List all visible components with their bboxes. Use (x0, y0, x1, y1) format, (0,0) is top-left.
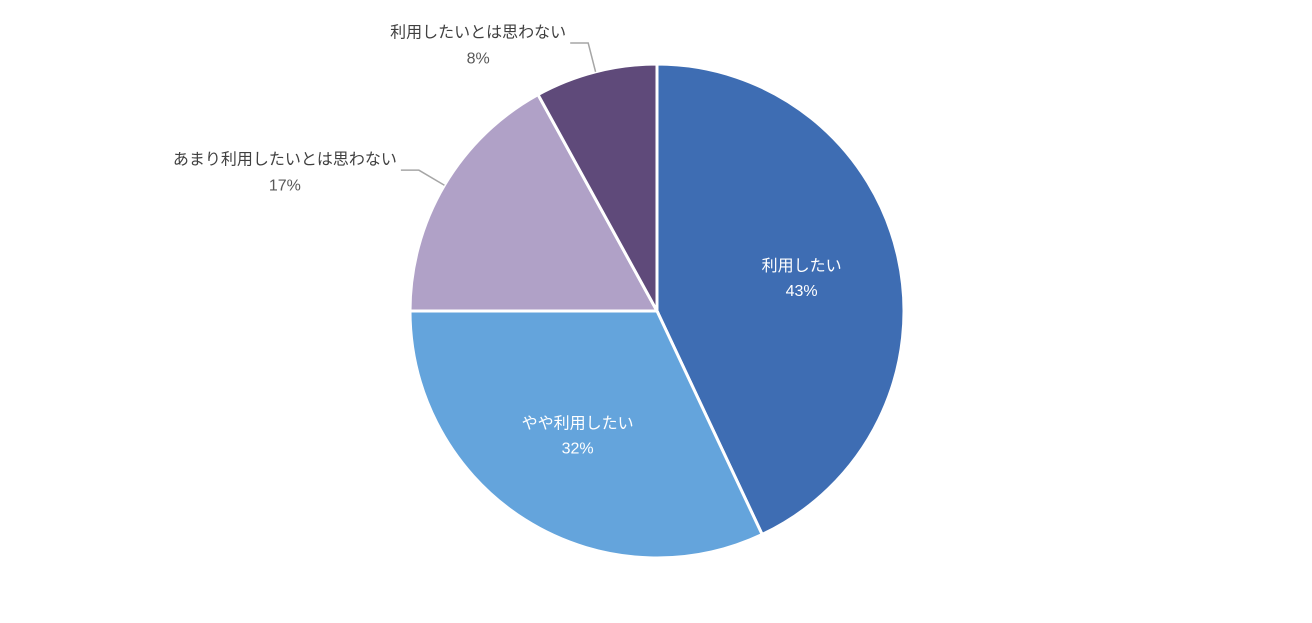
value-label: 8% (467, 50, 490, 67)
value-label: 17% (269, 177, 301, 194)
pie-slice (535, 62, 659, 312)
pie-slice (408, 309, 765, 560)
value-label: 32% (562, 440, 594, 457)
slice-label: 利用したい (762, 257, 842, 275)
value-label: 43% (786, 283, 818, 300)
slice-label: 利用したいとは思わない (390, 23, 566, 41)
pie-slice (655, 62, 906, 537)
leader-line (400, 169, 445, 186)
slice-label: やや利用したい (522, 414, 634, 432)
pie-slice (408, 92, 660, 313)
leader-line (570, 42, 597, 72)
slice-label: あまり利用したいとは思わない (173, 150, 397, 168)
